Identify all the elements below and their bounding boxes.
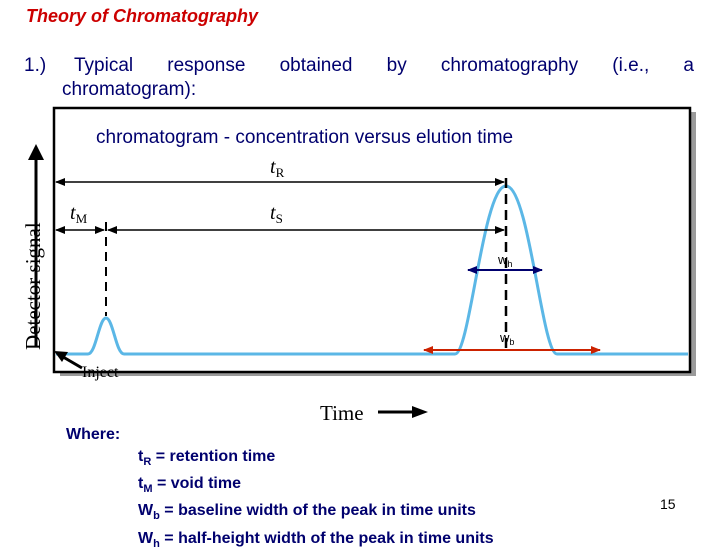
item-word: obtained	[279, 55, 353, 76]
chromatogram-figure: chromatogram - concentration versus elut…	[21, 106, 696, 425]
chart-frame	[52, 106, 692, 374]
definition-item: tM = void time	[138, 475, 241, 496]
item-word: Typical	[74, 55, 134, 76]
inject-arrowhead	[54, 351, 68, 362]
x-axis-label: Time	[320, 401, 364, 425]
item-text-line-1: Typical response obtained by chromatogra…	[74, 54, 694, 78]
tM-label: tM	[70, 202, 88, 226]
item-word: chromatography	[440, 55, 579, 76]
where-label: Where:	[66, 426, 121, 443]
item-word: (i.e.,	[612, 55, 650, 76]
item-word: by	[386, 55, 407, 76]
page-number: 15	[660, 496, 676, 512]
tS-label: tS	[270, 202, 283, 226]
definition-item: Wh = half-height width of the peak in ti…	[138, 529, 494, 550]
item-text-line-2: chromatogram):	[62, 79, 197, 100]
y-axis-label: Detector signal	[21, 222, 45, 350]
item-word: a	[683, 55, 694, 76]
item-word: response	[167, 55, 246, 76]
wb-label: wb	[499, 330, 514, 347]
y-axis-arrowhead	[28, 144, 44, 160]
figure-caption: chromatogram - concentration versus elut…	[96, 127, 513, 148]
inject-label: Inject	[82, 364, 119, 381]
tR-label: tR	[270, 156, 285, 180]
definition-item: Wb = baseline width of the peak in time …	[138, 502, 476, 523]
item-number: 1.)	[24, 55, 47, 76]
wh-label: wh	[497, 252, 512, 269]
definitions-list: tR = retention time tM = void time Wb = …	[138, 446, 494, 555]
slide-title: Theory of Chromatography	[26, 6, 259, 26]
definition-item: tR = retention time	[138, 448, 276, 469]
x-axis-arrowhead	[412, 406, 428, 418]
